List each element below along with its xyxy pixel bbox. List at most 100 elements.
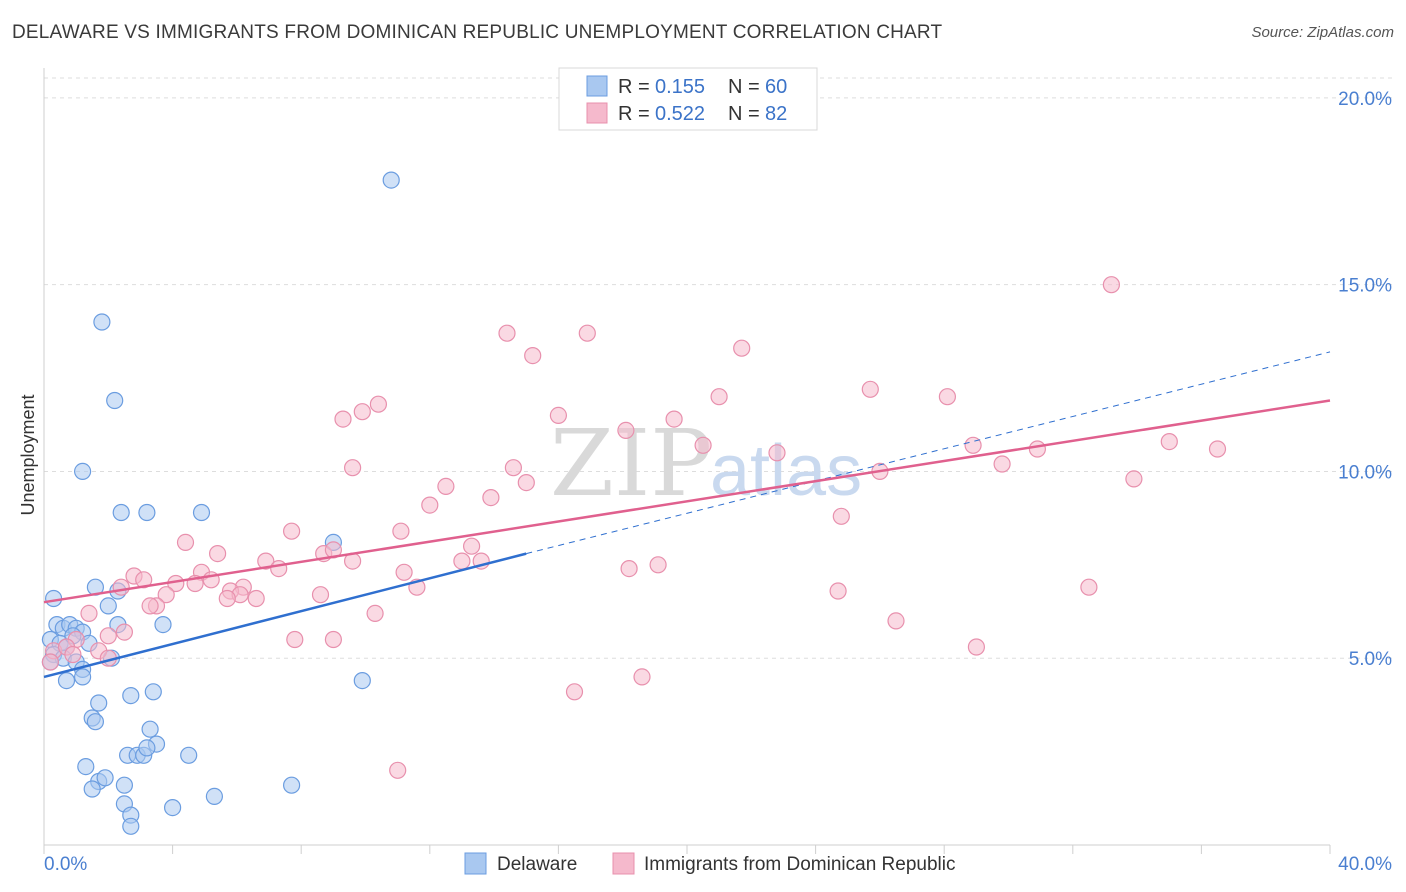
delaware-point	[138, 739, 156, 757]
axes-layer: 5.0% 10.0% 15.0% 20.0% 0.0% 40.0%	[43, 68, 1392, 875]
dominican-point	[482, 489, 500, 507]
dominican-point	[1080, 578, 1098, 596]
dominican-point	[498, 324, 516, 342]
dominican-point	[710, 388, 728, 406]
trend-layer	[43, 351, 1331, 679]
dominican-point	[366, 604, 384, 623]
dominican-point	[257, 552, 275, 570]
series-dominican-points	[41, 276, 1227, 779]
bottom-legend-delaware: Delaware	[497, 854, 577, 875]
dominican-point	[334, 410, 352, 428]
delaware-point	[99, 597, 117, 615]
delaware-trend-line	[43, 552, 527, 679]
dominican-point	[218, 589, 236, 608]
dominican-point	[369, 395, 387, 413]
dominican-point	[649, 556, 667, 574]
dominican-point	[453, 552, 471, 570]
dominican-point	[964, 436, 982, 454]
delaware-point	[192, 503, 211, 522]
delaware-point	[44, 589, 63, 608]
delaware-point	[122, 817, 140, 835]
y-tick-label: 20.0%	[1338, 89, 1392, 110]
delaware-point	[115, 776, 134, 794]
dominican-point	[353, 403, 371, 421]
delaware-point	[83, 780, 101, 798]
dominican-point	[64, 645, 82, 664]
dominican-point	[437, 477, 455, 495]
chart-source: Source: ZipAtlas.com	[1251, 24, 1394, 41]
delaware-point	[57, 671, 76, 690]
y-axis-label: Unemployment	[18, 394, 38, 515]
dominican-point	[993, 455, 1011, 473]
legend-r-label-2: R =	[618, 103, 650, 125]
chart-title: DELAWARE VS IMMIGRANTS FROM DOMINICAN RE…	[12, 22, 943, 43]
y-tick-label: 10.0%	[1338, 462, 1392, 483]
dominican-point	[938, 388, 957, 406]
bottom-legend-swatch-delaware	[464, 852, 487, 875]
dominican-point	[247, 589, 265, 608]
dominican-point	[694, 436, 712, 454]
delaware-point	[382, 171, 400, 189]
dominican-point	[633, 668, 651, 686]
dominican-point	[395, 563, 413, 581]
delaware-point	[122, 686, 140, 705]
dominican-point	[524, 347, 542, 365]
legend-r-value-2: 0.522	[655, 103, 705, 125]
delaware-point	[77, 757, 95, 776]
delaware-point	[180, 746, 198, 764]
dominican-point	[887, 612, 905, 630]
dominican-point	[209, 544, 227, 563]
watermark: ZIP atlas	[550, 410, 862, 517]
dominican-point	[80, 604, 98, 623]
delaware-point	[73, 668, 92, 686]
delaware-point	[93, 313, 111, 331]
dominican-point	[967, 638, 986, 656]
dominican-point	[157, 586, 175, 604]
delaware-point	[90, 694, 108, 712]
legend-r-value-1: 0.155	[655, 76, 705, 98]
delaware-point	[283, 776, 301, 794]
dominican-point	[565, 683, 584, 701]
dominican-point	[421, 496, 439, 514]
delaware-point	[106, 391, 124, 410]
dominican-point	[1028, 440, 1047, 458]
dominican-point	[1125, 470, 1143, 488]
dominican-point	[578, 324, 596, 342]
dominican-point	[270, 559, 288, 578]
dominican-point	[283, 522, 301, 540]
dominican-point	[829, 582, 847, 600]
top-legend: R = 0.155 N = 60 R = 0.522 N = 82	[558, 67, 818, 131]
dominican-point	[115, 623, 134, 641]
dominican-point	[665, 410, 683, 428]
dominican-point	[504, 459, 523, 477]
legend-swatch-delaware	[586, 75, 608, 97]
dominican-trend-line	[43, 399, 1331, 604]
dominican-point	[392, 522, 410, 540]
bottom-legend-dominican: Immigrants from Dominican Republic	[644, 854, 956, 875]
watermark-atlas: atlas	[710, 431, 862, 511]
delaware-point	[138, 503, 156, 522]
legend-n-value-2: 82	[765, 103, 787, 125]
dominican-point	[112, 578, 130, 596]
dominican-point	[733, 339, 751, 357]
delaware-point	[73, 462, 92, 480]
delaware-point	[144, 683, 162, 701]
dominican-point	[324, 630, 342, 649]
dominican-point	[549, 406, 568, 424]
dominican-point	[463, 537, 481, 555]
legend-n-value-1: 60	[765, 76, 787, 98]
bottom-legend-swatch-dominican	[612, 852, 635, 875]
dominican-point	[517, 474, 535, 492]
dominican-point	[861, 380, 879, 398]
delaware-point	[112, 503, 130, 522]
dominican-point	[41, 653, 60, 671]
dominican-point	[1160, 433, 1178, 451]
delaware-point	[164, 798, 182, 817]
legend-r-label-1: R =	[618, 76, 650, 98]
legend-n-label-2: N =	[728, 103, 760, 125]
dominican-point	[832, 507, 850, 525]
dominican-point	[176, 533, 195, 552]
dominican-point	[344, 459, 362, 477]
delaware-point	[86, 713, 105, 731]
